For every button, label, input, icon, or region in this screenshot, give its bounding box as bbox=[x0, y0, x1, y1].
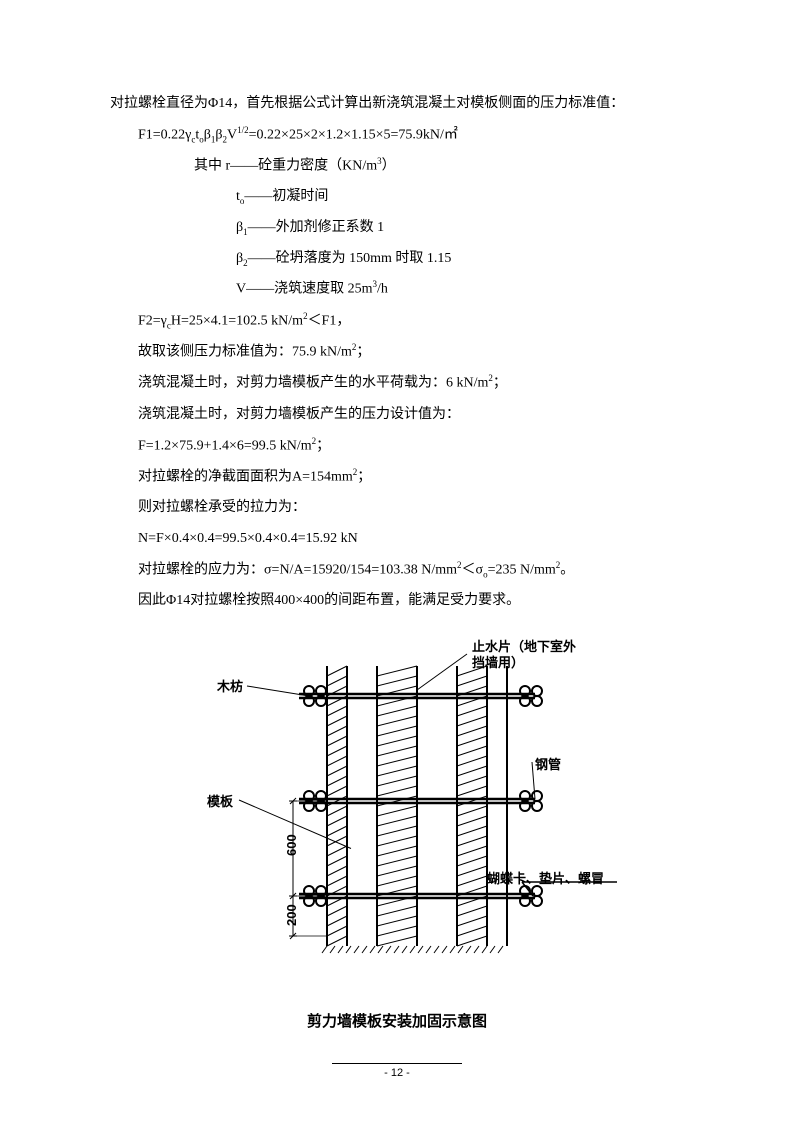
label-wood: 木枋 bbox=[217, 676, 243, 695]
label-dim200: 200 bbox=[284, 904, 299, 926]
para-1: 对拉螺栓直径为Φ14，首先根据公式计算出新浇筑混凝土对模板侧面的压力标准值： bbox=[110, 90, 684, 119]
label-steel: 钢管 bbox=[535, 754, 561, 773]
para-b1: β1——外加剂修正系数 1 bbox=[110, 214, 684, 243]
label-water-stop-2: 挡墙用） bbox=[472, 652, 524, 671]
para-design: 浇筑混凝土时，对剪力墙模板产生的压力设计值为： bbox=[110, 401, 684, 430]
para-A: 对拉螺栓的净截面面积为A=154mm2； bbox=[110, 463, 684, 492]
para-to: to——初凝时间 bbox=[110, 183, 684, 212]
footer-rule bbox=[332, 1063, 462, 1064]
shear-wall-diagram: 止水片（地下室外 挡墙用） 木枋 钢管 模板 蝴蝶卡、垫片、螺冒 600 200… bbox=[177, 636, 617, 1026]
para-conclusion: 因此Φ14对拉螺栓按照400×400的间距布置，能满足受力要求。 bbox=[110, 587, 684, 616]
label-dim600: 600 bbox=[284, 834, 299, 856]
label-formwork: 模板 bbox=[207, 791, 233, 810]
page-footer: - 12 - bbox=[0, 1063, 794, 1079]
para-tension: 则对拉螺栓承受的拉力为： bbox=[110, 494, 684, 523]
para-stress: 对拉螺栓的应力为：σ=N/A=15920/154=103.38 N/mm2＜σo… bbox=[110, 556, 684, 585]
para-F: F=1.2×75.9+1.4×6=99.5 kN/m2； bbox=[110, 432, 684, 461]
diagram-container: 止水片（地下室外 挡墙用） 木枋 钢管 模板 蝴蝶卡、垫片、螺冒 600 200… bbox=[110, 636, 684, 1026]
label-clamp: 蝴蝶卡、垫片、螺冒 bbox=[487, 868, 604, 887]
para-f2: F2=γcH=25×4.1=102.5 kN/m2＜F1， bbox=[110, 307, 684, 336]
page-number: - 12 - bbox=[384, 1067, 410, 1079]
body-text: 对拉螺栓直径为Φ14，首先根据公式计算出新浇筑混凝土对模板侧面的压力标准值： F… bbox=[110, 90, 684, 616]
diagram-caption: 剪力墙模板安装加固示意图 bbox=[177, 1010, 617, 1031]
para-hload: 浇筑混凝土时，对剪力墙模板产生的水平荷载为：6 kN/m2； bbox=[110, 369, 684, 398]
para-b2: β2——砼坍落度为 150mm 时取 1.15 bbox=[110, 245, 684, 274]
para-N: N=F×0.4×0.4=99.5×0.4×0.4=15.92 kN bbox=[110, 525, 684, 554]
para-where: 其中 r——砼重力密度（KN/m3） bbox=[110, 152, 684, 181]
para-v: V——浇筑速度取 25m3/h bbox=[110, 275, 684, 304]
para-f1: F1=0.22γctoβ1β2V1/2=0.22×25×2×1.2×1.15×5… bbox=[110, 121, 684, 150]
para-std: 故取该侧压力标准值为：75.9 kN/m2； bbox=[110, 338, 684, 367]
